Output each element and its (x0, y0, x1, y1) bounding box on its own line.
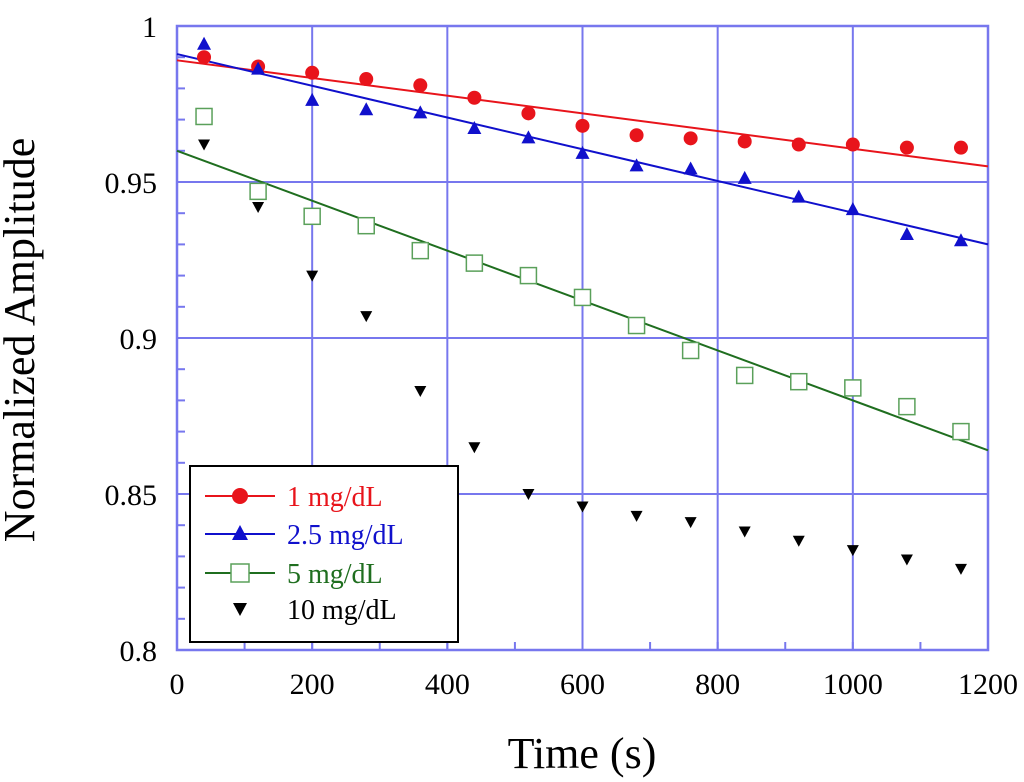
data-point-series-2 (681, 341, 700, 360)
data-point-series-0 (305, 65, 320, 80)
data-point-series-3 (792, 535, 805, 547)
data-point-series-3 (630, 510, 643, 522)
legend-label-3: 10 mg/dL (287, 595, 397, 626)
data-point-series-3 (198, 139, 211, 151)
data-point-series-0 (575, 118, 590, 133)
data-point-series-2 (735, 366, 754, 385)
data-point-series-0 (197, 50, 212, 65)
data-point-series-3 (306, 270, 319, 282)
data-point-series-3 (954, 563, 967, 575)
data-point-series-1 (791, 189, 806, 203)
data-point-series-3 (252, 201, 265, 213)
data-point-series-3 (684, 517, 697, 529)
y-tick-label: 0.95 (105, 167, 158, 200)
data-point-series-0 (953, 140, 968, 155)
legend-marker-1 (232, 525, 248, 540)
legend-label-0: 1 mg/dL (287, 482, 383, 513)
data-point-series-3 (522, 489, 535, 500)
axis-tick-labels: 0 200 400 600 800 1000 1200 0.8 0.85 0.9 0.95 1 (105, 11, 1019, 701)
data-point-series-1 (953, 233, 968, 247)
x-tick-label: 1000 (823, 668, 883, 701)
data-point-series-3 (360, 311, 373, 323)
data-point-series-2 (519, 266, 538, 285)
data-point-series-2 (844, 379, 862, 397)
y-tick-label: 0.85 (105, 479, 158, 512)
data-point-series-3 (738, 526, 751, 538)
gridlines (175, 24, 990, 652)
legend-marker-3 (233, 603, 247, 616)
data-point-series-2 (790, 372, 808, 391)
data-point-series-2 (573, 288, 592, 307)
data-point-series-1 (521, 130, 536, 144)
data-point-series-2 (898, 397, 916, 416)
y-tick-label: 0.9 (120, 323, 158, 356)
data-point-series-2 (411, 241, 430, 260)
data-point-series-3 (576, 501, 589, 513)
data-point-series-3 (900, 554, 913, 566)
data-point-series-2 (195, 107, 213, 126)
data-point-series-0 (359, 72, 374, 87)
data-point-series-0 (683, 131, 698, 146)
legend-marker-0 (232, 488, 248, 504)
x-axis-title: Time (s) (508, 729, 657, 778)
data-point-series-3 (414, 386, 427, 398)
y-tick-label: 0.8 (120, 635, 158, 668)
data-point-series-2 (465, 254, 484, 272)
data-point-series-1 (737, 170, 752, 184)
data-point-series-1 (305, 92, 320, 106)
data-point-series-1 (899, 227, 914, 241)
legend: 1 mg/dL 2.5 mg/dL 5 mg/dL 10 mg/dL (189, 465, 459, 643)
x-tick-label: 200 (290, 668, 335, 701)
data-point-series-0 (521, 106, 536, 121)
x-tick-label: 600 (560, 668, 605, 701)
data-point-series-0 (629, 128, 644, 143)
data-point-series-0 (845, 137, 860, 152)
data-point-series-0 (413, 78, 428, 93)
data-point-series-1 (251, 61, 266, 75)
data-point-series-1 (683, 161, 698, 175)
data-point-series-2 (627, 316, 646, 335)
data-point-series-1 (575, 145, 590, 159)
data-point-series-3 (468, 442, 481, 454)
data-point-series-1 (197, 36, 212, 50)
y-axis-title: Normalized Amplitude (0, 138, 44, 542)
data-point-series-1 (845, 202, 860, 216)
data-points (195, 36, 970, 575)
x-tick-label: 1200 (958, 668, 1018, 701)
data-point-series-1 (359, 102, 374, 116)
data-point-series-1 (467, 120, 482, 134)
legend-marker-2 (230, 563, 250, 583)
legend-label-1: 2.5 mg/dL (287, 520, 404, 551)
data-point-series-0 (899, 140, 914, 155)
data-point-series-2 (357, 216, 375, 235)
data-point-series-2 (952, 422, 970, 441)
data-point-series-2 (249, 182, 267, 201)
x-tick-label: 0 (170, 668, 185, 701)
plot-frame (175, 24, 990, 652)
data-point-series-0 (791, 137, 806, 152)
x-tick-label: 800 (695, 668, 740, 701)
data-point-series-2 (303, 207, 321, 226)
x-tick-label: 400 (425, 668, 470, 701)
data-point-series-1 (413, 105, 428, 119)
y-tick-label: 1 (142, 11, 157, 44)
data-point-series-0 (467, 90, 482, 105)
data-point-series-1 (629, 158, 644, 172)
data-point-series-3 (846, 545, 859, 557)
legend-label-2: 5 mg/dL (287, 559, 383, 590)
data-point-series-0 (737, 134, 752, 149)
